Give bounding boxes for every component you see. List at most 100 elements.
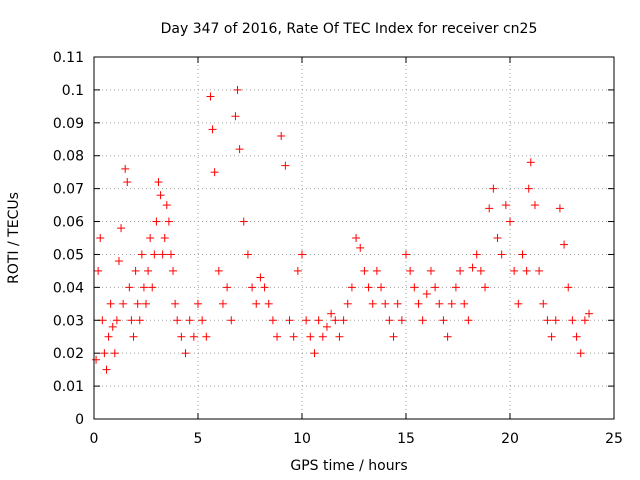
- data-point: [377, 283, 386, 292]
- data-point: [331, 316, 340, 325]
- x-tick-label: 5: [194, 431, 203, 447]
- data-point: [125, 283, 134, 292]
- data-point: [310, 349, 319, 358]
- data-point: [156, 191, 165, 200]
- data-point: [476, 266, 485, 275]
- data-point: [318, 332, 327, 341]
- data-point: [92, 355, 101, 364]
- data-point: [551, 316, 560, 325]
- data-point: [208, 125, 217, 134]
- data-point: [397, 316, 406, 325]
- data-point: [100, 349, 109, 358]
- data-point: [110, 349, 119, 358]
- data-point: [302, 316, 311, 325]
- data-point: [360, 266, 369, 275]
- data-point: [414, 299, 423, 308]
- data-point: [422, 289, 431, 298]
- data-point: [343, 299, 352, 308]
- y-tick-label: 0.02: [53, 346, 84, 362]
- data-point: [202, 332, 211, 341]
- data-point: [497, 250, 506, 259]
- data-point: [464, 316, 473, 325]
- data-point: [535, 266, 544, 275]
- data-point: [117, 224, 126, 233]
- data-point: [158, 250, 167, 259]
- y-tick-label: 0.1: [62, 83, 84, 99]
- data-point: [214, 266, 223, 275]
- data-point: [418, 316, 427, 325]
- data-point: [206, 92, 215, 101]
- data-point: [510, 266, 519, 275]
- data-point: [239, 217, 248, 226]
- data-point: [233, 85, 242, 94]
- data-point: [481, 283, 490, 292]
- data-point: [123, 178, 132, 187]
- data-point: [372, 266, 381, 275]
- data-point: [169, 266, 178, 275]
- data-point: [129, 332, 138, 341]
- data-point: [518, 250, 527, 259]
- data-point: [526, 158, 535, 167]
- data-point: [472, 250, 481, 259]
- data-point: [277, 131, 286, 140]
- data-point: [135, 316, 144, 325]
- data-point: [285, 316, 294, 325]
- y-tick-label: 0.03: [53, 313, 84, 329]
- data-point: [402, 250, 410, 259]
- data-point: [489, 184, 498, 193]
- chart-title: Day 347 of 2016, Rate Of TEC Index for r…: [161, 21, 538, 37]
- data-point: [298, 250, 306, 259]
- data-point: [364, 283, 373, 292]
- y-tick-label: 0.09: [53, 116, 84, 132]
- x-tick-label: 15: [397, 431, 415, 447]
- y-axis-label: ROTI / TECUs: [6, 192, 22, 284]
- data-point: [194, 299, 202, 308]
- data-point: [133, 299, 142, 308]
- data-point: [131, 266, 140, 275]
- x-axis-ticks: 0 5 10 15 20 25: [90, 57, 623, 447]
- data-point: [493, 234, 502, 242]
- data-point: [327, 309, 336, 318]
- data-point: [104, 332, 113, 341]
- data-point: [185, 316, 194, 325]
- y-tick-label: 0: [75, 412, 84, 428]
- data-point: [210, 168, 219, 177]
- data-point: [231, 112, 240, 121]
- data-point: [96, 234, 105, 242]
- data-point: [235, 145, 244, 154]
- x-tick-label: 10: [293, 431, 311, 447]
- data-point: [539, 299, 548, 308]
- data-point: [524, 184, 533, 193]
- data-point: [339, 316, 348, 325]
- data-point: [154, 178, 163, 187]
- y-axis-ticks: 0 0.01 0.02 0.03 0.04 0.05 0.06 0.07 0.08 0.09 0.1…: [53, 50, 614, 428]
- data-point: [146, 234, 155, 242]
- data-point: [160, 234, 169, 242]
- y-tick-label: 0.01: [53, 379, 84, 395]
- plot-frame: [93, 56, 615, 420]
- data-point: [114, 257, 123, 266]
- data-point: [576, 349, 585, 358]
- data-point: [112, 316, 121, 325]
- y-tick-label: 0.06: [53, 215, 84, 231]
- data-point: [393, 299, 402, 308]
- data-point: [177, 332, 186, 341]
- y-tick-label: 0.11: [53, 50, 84, 66]
- data-points: [92, 85, 594, 374]
- data-point: [485, 204, 494, 213]
- data-point: [139, 283, 148, 292]
- data-point: [106, 299, 115, 308]
- data-point: [252, 299, 261, 308]
- data-point: [385, 316, 394, 325]
- x-tick-label: 0: [90, 431, 99, 447]
- data-point: [406, 266, 415, 275]
- data-point: [171, 299, 180, 308]
- data-point: [268, 316, 277, 325]
- y-tick-label: 0.05: [53, 247, 84, 263]
- data-point: [456, 266, 465, 275]
- data-point: [431, 283, 440, 292]
- data-point: [248, 283, 257, 292]
- data-point: [580, 316, 589, 325]
- data-point: [368, 299, 377, 308]
